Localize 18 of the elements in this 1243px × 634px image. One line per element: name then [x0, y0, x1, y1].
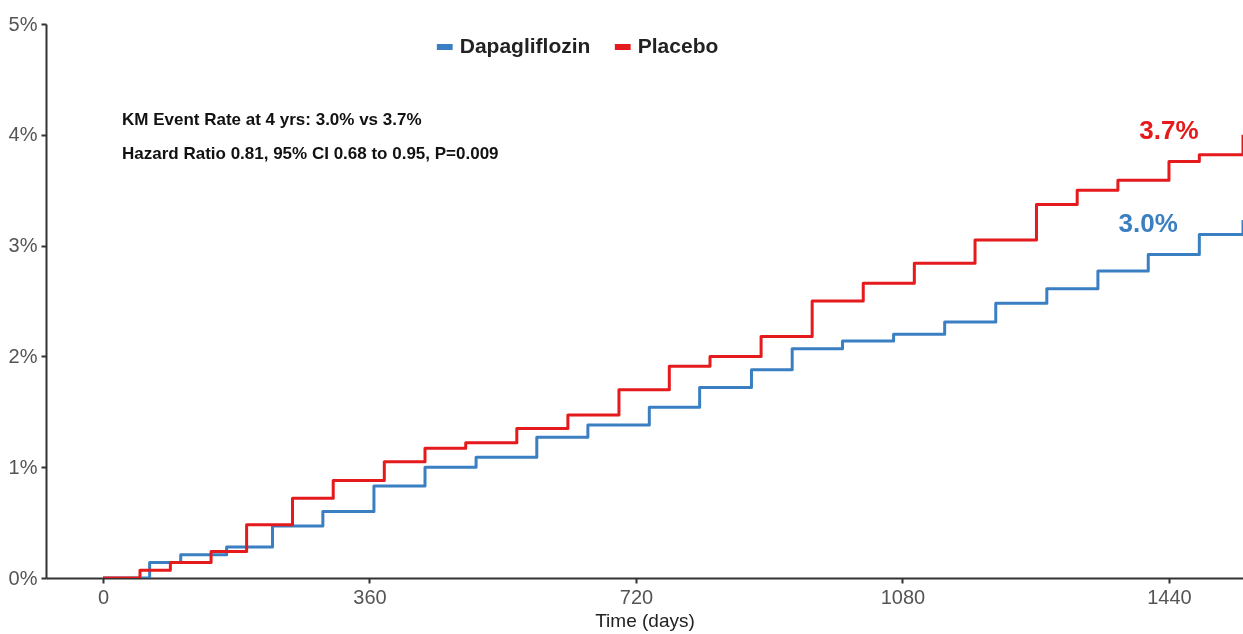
- y-tick-label: 3%: [8, 234, 38, 257]
- legend-label: Placebo: [637, 34, 719, 57]
- x-tick-label: 1440: [1147, 585, 1192, 608]
- annotation: Hazard Ratio 0.81, 95% CI 0.68 to 0.95, P=0.009: [122, 144, 499, 163]
- x-tick-label: 720: [619, 585, 654, 608]
- y-tick-label: 2%: [8, 344, 38, 367]
- legend-label: Dapagliflozin: [459, 34, 591, 57]
- annotation: 3.0%: [1118, 208, 1178, 239]
- y-tick-label: 5%: [8, 12, 38, 35]
- annotation: 3.7%: [1139, 115, 1199, 146]
- x-tick-label: 1080: [880, 585, 926, 608]
- x-tick-label: 360: [353, 585, 387, 608]
- annotation: KM Event Rate at 4 yrs: 3.0% vs 3.7%: [122, 110, 422, 129]
- x-axis-title: Time (days): [595, 609, 695, 631]
- x-tick-label: 0: [97, 585, 110, 608]
- y-tick-label: 4%: [8, 123, 38, 146]
- y-tick-label: 0%: [8, 566, 38, 589]
- y-tick-label: 1%: [8, 455, 38, 478]
